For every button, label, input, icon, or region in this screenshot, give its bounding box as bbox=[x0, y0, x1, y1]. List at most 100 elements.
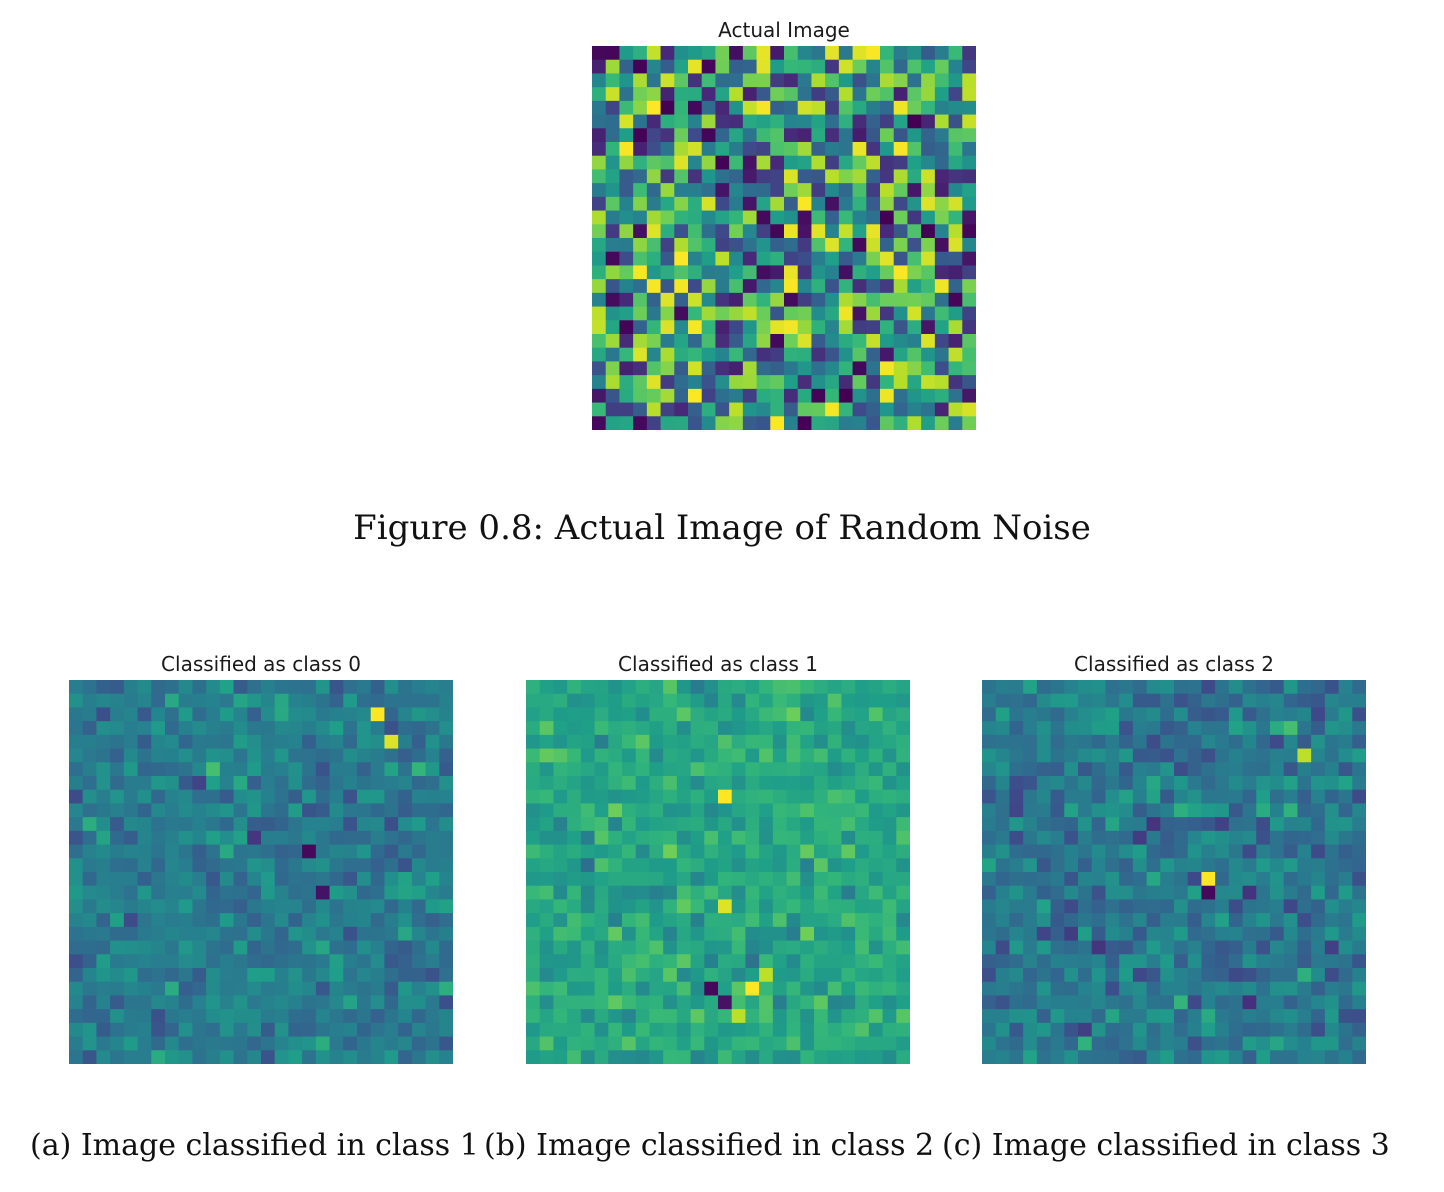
class-1-cell bbox=[814, 1022, 829, 1038]
actual-image-cell bbox=[825, 224, 840, 239]
actual-image-cell bbox=[605, 183, 621, 198]
class-1-cell bbox=[800, 940, 815, 955]
class-1-cell bbox=[594, 1022, 609, 1038]
class-0-cell bbox=[411, 830, 427, 846]
actual-image-cell bbox=[701, 46, 717, 61]
actual-image-cell bbox=[934, 73, 950, 88]
class-0-cell bbox=[343, 872, 358, 887]
actual-image-cell bbox=[852, 334, 867, 349]
class-2-cell bbox=[982, 858, 997, 873]
class-2-cell bbox=[1256, 721, 1271, 736]
class-0-cell bbox=[165, 844, 180, 859]
class-0-cell bbox=[247, 1022, 262, 1038]
class-0-cell bbox=[302, 830, 317, 846]
actual-image-cell bbox=[633, 59, 648, 75]
actual-image-cell bbox=[866, 114, 881, 129]
class-0-cell bbox=[274, 844, 290, 859]
class-1-cell bbox=[594, 1050, 609, 1064]
class-0-cell bbox=[123, 899, 139, 914]
class-1-cell bbox=[731, 803, 747, 818]
actual-image-cell bbox=[838, 100, 854, 116]
class-1-cell bbox=[567, 885, 582, 901]
class-2-cell bbox=[1036, 776, 1052, 791]
actual-image-cell bbox=[715, 155, 730, 171]
class-1-cell bbox=[622, 995, 637, 1010]
class-2-cell bbox=[1146, 954, 1161, 969]
class-2-cell bbox=[1036, 1050, 1052, 1064]
actual-image-cell bbox=[729, 320, 744, 335]
actual-image-cell bbox=[770, 196, 785, 212]
class-1-cell bbox=[663, 734, 678, 750]
actual-image-cell bbox=[633, 279, 648, 294]
class-1-cell bbox=[814, 885, 829, 901]
class-1-cell bbox=[635, 707, 651, 722]
class-2-cell bbox=[1078, 789, 1093, 805]
actual-image-cell bbox=[934, 320, 950, 335]
class-0-cell bbox=[82, 776, 98, 791]
class-0-cell bbox=[82, 885, 98, 901]
class-1-cell bbox=[731, 1036, 747, 1051]
actual-image-cell bbox=[633, 183, 648, 198]
actual-image-cell bbox=[701, 292, 717, 308]
class-2-cell bbox=[1187, 680, 1203, 695]
class-2-cell bbox=[1311, 995, 1326, 1010]
actual-image-cell bbox=[962, 142, 976, 157]
class-2-cell bbox=[1064, 830, 1079, 846]
class-1-cell bbox=[896, 1036, 910, 1051]
actual-image-cell bbox=[907, 347, 922, 363]
actual-image-cell bbox=[605, 265, 621, 280]
class-2-cell bbox=[1352, 693, 1366, 709]
class-2-cell bbox=[1228, 803, 1244, 818]
class-2-cell bbox=[1215, 913, 1230, 928]
class-0-cell bbox=[178, 789, 194, 805]
class-1-cell bbox=[841, 721, 856, 736]
class-0-cell bbox=[178, 817, 194, 832]
actual-image-cell bbox=[784, 210, 799, 225]
class-1-cell bbox=[553, 926, 568, 942]
actual-image-cell bbox=[825, 388, 840, 404]
class-0-cell bbox=[123, 1050, 139, 1064]
class-1-cell bbox=[800, 817, 815, 832]
class-1-cell bbox=[580, 968, 596, 983]
actual-image-cell bbox=[907, 87, 922, 102]
class-2-cell bbox=[1064, 858, 1079, 873]
class-2-cell bbox=[1091, 776, 1107, 791]
class-2-cell bbox=[1160, 995, 1175, 1010]
class-0-cell bbox=[302, 776, 317, 791]
class-1-cell bbox=[718, 734, 733, 750]
class-1-cell bbox=[676, 762, 692, 777]
class-2-cell bbox=[1338, 968, 1353, 983]
class-0-cell bbox=[425, 693, 440, 709]
actual-image-cell bbox=[729, 265, 744, 280]
class-0-cell bbox=[110, 1036, 125, 1051]
class-1-cell bbox=[814, 707, 829, 722]
class-0-cell bbox=[425, 1050, 440, 1064]
class-2-cell bbox=[995, 1022, 1011, 1038]
class-0-cell bbox=[343, 721, 358, 736]
class-0-cell bbox=[384, 762, 399, 777]
actual-image-cell bbox=[797, 196, 813, 212]
class-1-cell bbox=[676, 817, 692, 832]
class-1-cell bbox=[553, 762, 568, 777]
class-0-cell bbox=[288, 1036, 303, 1051]
class-2-cell bbox=[1283, 1036, 1299, 1051]
actual-image-cell bbox=[880, 59, 895, 75]
class-1-cell bbox=[526, 1022, 541, 1038]
class-0-cell bbox=[192, 830, 207, 846]
actual-image-cell bbox=[742, 183, 758, 198]
class-0-cell bbox=[329, 693, 344, 709]
class-0-cell bbox=[411, 817, 427, 832]
actual-image-cell bbox=[674, 416, 689, 430]
actual-image-cell bbox=[619, 100, 634, 116]
actual-image-cell bbox=[729, 402, 744, 417]
class-2-cell bbox=[1242, 734, 1257, 750]
class-0-cell bbox=[398, 899, 413, 914]
class-1-cell bbox=[868, 762, 884, 777]
class-1-cell bbox=[759, 1022, 774, 1038]
actual-image-cell bbox=[921, 388, 936, 404]
class-1-cell bbox=[896, 858, 910, 873]
class-0-cell bbox=[151, 830, 166, 846]
class-0-cell bbox=[82, 995, 98, 1010]
class-2-cell bbox=[1242, 940, 1257, 955]
actual-image-cell bbox=[866, 73, 881, 88]
